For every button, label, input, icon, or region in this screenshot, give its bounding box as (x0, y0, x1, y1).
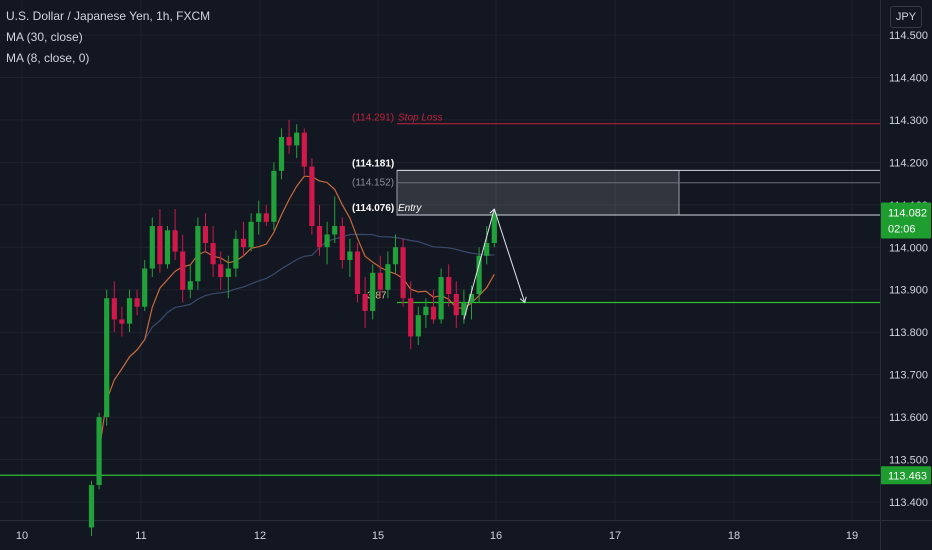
candle-body (248, 221, 254, 248)
candle-body (271, 170, 277, 222)
candle-body (400, 247, 406, 299)
entry-label: Entry (398, 203, 422, 214)
candle-body (377, 272, 383, 290)
candle-body (385, 264, 391, 290)
candle-body (157, 226, 163, 265)
candle-body (149, 226, 155, 269)
y-tick-label: 113.500 (889, 455, 928, 467)
entry-zone (396, 169, 680, 216)
y-tick-label: 113.700 (889, 370, 928, 382)
projection-arrow-line (493, 208, 526, 303)
candle-body (172, 230, 178, 252)
candle-body (423, 306, 429, 316)
y-tick-label: 114.400 (889, 72, 928, 84)
currency-button[interactable]: JPY (890, 6, 922, 28)
ma30-legend[interactable]: MA (30, close) (6, 30, 83, 44)
current-price: 114.082 (888, 207, 927, 219)
candle-body (491, 213, 497, 244)
candle-body (309, 166, 315, 227)
y-tick-label: 114.200 (889, 157, 928, 169)
candle-body (301, 132, 307, 167)
upper-price: (114.181) (352, 158, 394, 169)
candle-body (111, 298, 117, 320)
y-tick-label: 113.600 (889, 412, 928, 424)
x-tick-label: 16 (490, 530, 502, 542)
candle-body (202, 226, 209, 244)
ma8-line (98, 175, 495, 452)
candle-body (126, 298, 133, 324)
candle-body (370, 272, 376, 311)
support-price-tag (881, 466, 931, 485)
entry-price: (114.076) (352, 203, 394, 214)
candle-body (96, 417, 102, 486)
stop-loss-label: Stop Loss (398, 113, 442, 124)
candle-body (240, 238, 247, 248)
x-tick-label: 11 (135, 530, 146, 542)
candle-body (392, 247, 399, 265)
candle-body (225, 268, 231, 277)
support-price: 113.463 (888, 470, 927, 482)
projection-arrow-line (463, 208, 495, 320)
chart-legend: U.S. Dollar / Japanese Yen, 1h, FXCM MA … (6, 6, 210, 69)
candle-body (354, 251, 361, 294)
candle-body (210, 243, 216, 265)
candle-body (332, 226, 338, 235)
symbol-title[interactable]: U.S. Dollar / Japanese Yen, 1h, FXCM (6, 9, 211, 23)
candle-body (476, 255, 482, 294)
y-tick-label: 113.400 (889, 497, 928, 509)
candle-body (119, 319, 125, 324)
candle-body (195, 226, 201, 282)
target-label: 3.87 (367, 290, 387, 301)
y-tick-label: 113.900 (889, 285, 928, 297)
candle-body (430, 306, 437, 320)
candle-body (362, 293, 368, 311)
candle-body (484, 243, 490, 256)
candle-body (339, 226, 345, 261)
candle-body (316, 226, 323, 248)
candle-body (415, 315, 421, 337)
candle-body (88, 485, 95, 528)
zone-price: (114.152) (352, 178, 394, 189)
y-tick-label: 114.000 (889, 242, 928, 254)
candle-body (347, 251, 353, 261)
candle-body (104, 298, 110, 418)
candle-body (187, 281, 193, 290)
candle-body (142, 268, 148, 307)
candle-body (453, 293, 459, 316)
x-tick-label: 10 (16, 530, 28, 542)
price-countdown: 02:06 (888, 223, 916, 235)
candle-body (286, 136, 292, 146)
candle-body (294, 132, 300, 146)
candle-body (468, 293, 475, 303)
candle-body (324, 234, 330, 248)
x-tick-label: 12 (254, 530, 266, 542)
y-tick-label: 113.800 (889, 327, 928, 339)
candle-body (263, 213, 269, 222)
y-tick-label: 114.500 (889, 30, 928, 42)
ma8-legend[interactable]: MA (8, close, 0) (6, 51, 90, 65)
candle-body (461, 302, 467, 316)
candle-body (134, 298, 140, 307)
candle-body (446, 276, 452, 294)
stop-loss-price: (114.291) (352, 113, 394, 124)
x-tick-label: 15 (372, 530, 384, 542)
candle-body (256, 213, 262, 222)
candle-body (278, 136, 285, 171)
candle-body (218, 264, 224, 277)
projection-arrow-head (519, 296, 527, 304)
candle-body (438, 276, 444, 320)
x-tick-label: 18 (728, 530, 740, 542)
x-tick-label: 19 (846, 530, 858, 542)
candle-body (233, 238, 239, 269)
current-price-tag (881, 202, 931, 239)
y-tick-label: 114.300 (889, 115, 928, 127)
x-tick-label: 17 (609, 530, 621, 542)
candle-body (164, 230, 171, 265)
ma30-line (113, 233, 495, 381)
candle-body (180, 251, 186, 290)
candle-body (408, 298, 414, 337)
